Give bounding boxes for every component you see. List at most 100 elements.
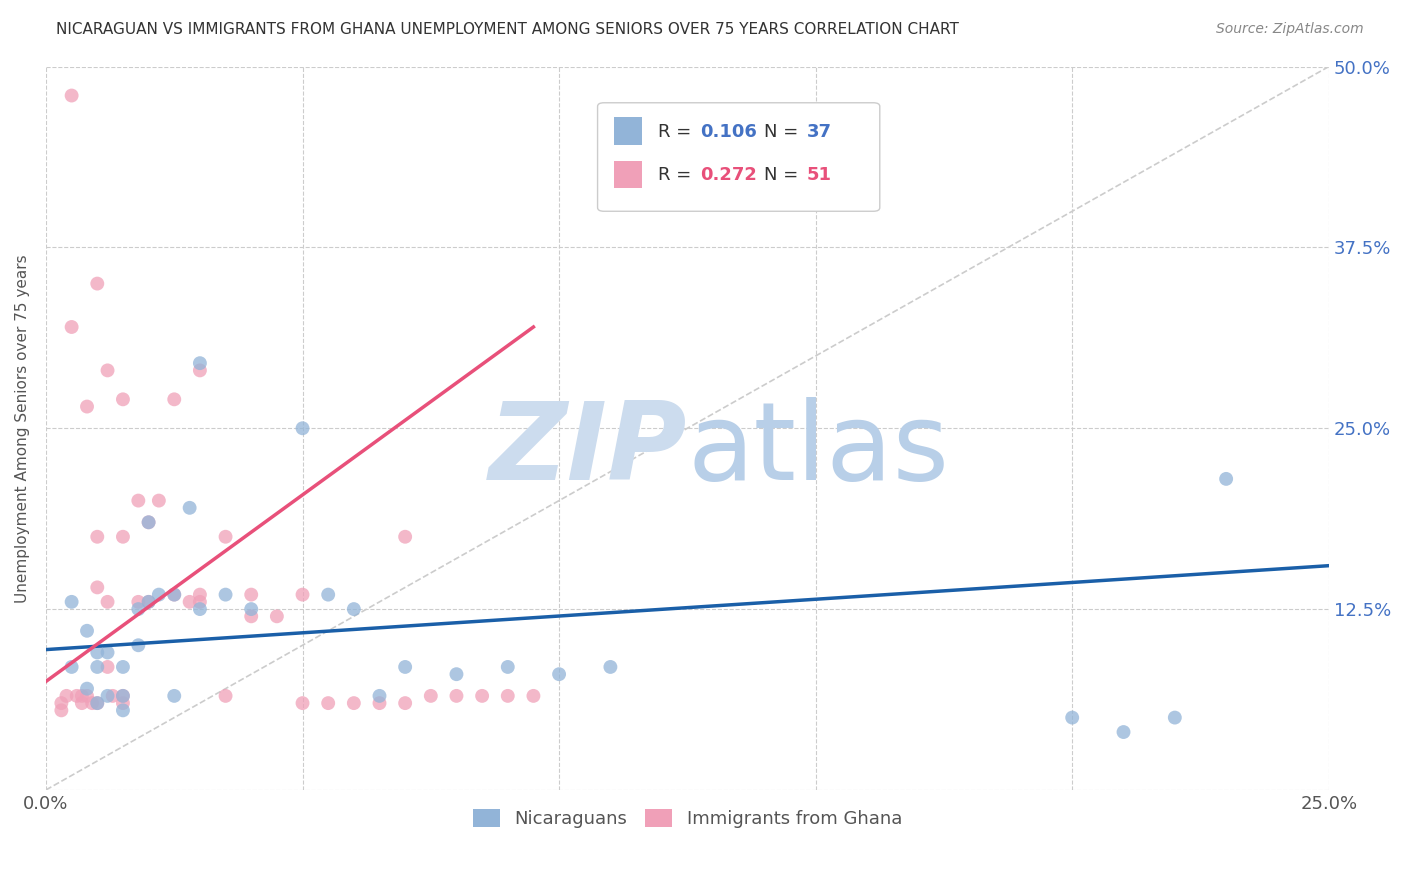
- Point: [138, 516, 160, 530]
- Point: [70, 689, 93, 703]
- Point: [96, 595, 118, 609]
- Point: [599, 660, 621, 674]
- Text: 37: 37: [807, 123, 832, 141]
- Point: [446, 667, 468, 681]
- Point: [163, 588, 186, 602]
- Text: 0.106: 0.106: [700, 123, 756, 141]
- Text: 0.272: 0.272: [700, 166, 756, 184]
- Point: [76, 400, 98, 414]
- Point: [138, 516, 160, 530]
- Point: [188, 595, 211, 609]
- Point: [179, 500, 201, 515]
- Point: [188, 356, 211, 370]
- Text: R =: R =: [658, 166, 697, 184]
- Point: [522, 689, 544, 703]
- Point: [111, 696, 134, 710]
- Point: [291, 421, 314, 435]
- Point: [179, 595, 201, 609]
- Point: [214, 689, 236, 703]
- FancyBboxPatch shape: [598, 103, 880, 211]
- Text: Source: ZipAtlas.com: Source: ZipAtlas.com: [1216, 22, 1364, 37]
- Point: [111, 392, 134, 407]
- Text: ZIP: ZIP: [489, 397, 688, 503]
- Point: [368, 696, 391, 710]
- Text: NICARAGUAN VS IMMIGRANTS FROM GHANA UNEMPLOYMENT AMONG SENIORS OVER 75 YEARS COR: NICARAGUAN VS IMMIGRANTS FROM GHANA UNEM…: [56, 22, 959, 37]
- Point: [163, 392, 186, 407]
- Point: [76, 689, 98, 703]
- Point: [86, 660, 108, 674]
- Point: [76, 624, 98, 638]
- Point: [86, 696, 108, 710]
- Point: [214, 588, 236, 602]
- Point: [1112, 725, 1135, 739]
- Legend: Nicaraguans, Immigrants from Ghana: Nicaraguans, Immigrants from Ghana: [465, 801, 910, 835]
- Point: [1062, 710, 1084, 724]
- Point: [127, 638, 149, 652]
- Point: [471, 689, 494, 703]
- Point: [188, 588, 211, 602]
- Point: [148, 588, 170, 602]
- Point: [188, 363, 211, 377]
- Point: [86, 530, 108, 544]
- Point: [496, 660, 519, 674]
- Point: [446, 689, 468, 703]
- Point: [86, 277, 108, 291]
- Point: [163, 588, 186, 602]
- Point: [127, 595, 149, 609]
- Point: [82, 696, 104, 710]
- Point: [60, 595, 83, 609]
- FancyBboxPatch shape: [614, 117, 643, 145]
- Point: [111, 703, 134, 717]
- Point: [291, 588, 314, 602]
- Point: [188, 602, 211, 616]
- Point: [419, 689, 441, 703]
- Point: [1215, 472, 1237, 486]
- Text: atlas: atlas: [688, 397, 949, 503]
- Point: [51, 696, 73, 710]
- Point: [66, 689, 89, 703]
- Point: [148, 493, 170, 508]
- Point: [138, 595, 160, 609]
- Point: [214, 530, 236, 544]
- Point: [111, 660, 134, 674]
- Point: [111, 530, 134, 544]
- Point: [266, 609, 288, 624]
- Point: [240, 602, 263, 616]
- Point: [127, 493, 149, 508]
- Point: [55, 689, 77, 703]
- Point: [127, 602, 149, 616]
- Point: [316, 588, 339, 602]
- Point: [76, 681, 98, 696]
- Point: [394, 660, 416, 674]
- Point: [111, 689, 134, 703]
- Point: [86, 645, 108, 659]
- Point: [368, 689, 391, 703]
- Text: N =: N =: [765, 166, 804, 184]
- Text: R =: R =: [658, 123, 697, 141]
- Y-axis label: Unemployment Among Seniors over 75 years: Unemployment Among Seniors over 75 years: [15, 254, 30, 603]
- Point: [96, 660, 118, 674]
- Point: [394, 530, 416, 544]
- Point: [96, 689, 118, 703]
- Point: [496, 689, 519, 703]
- Point: [163, 689, 186, 703]
- Point: [240, 609, 263, 624]
- Point: [394, 696, 416, 710]
- Point: [343, 696, 366, 710]
- Point: [138, 595, 160, 609]
- Point: [343, 602, 366, 616]
- Point: [101, 689, 124, 703]
- Point: [86, 581, 108, 595]
- Point: [60, 320, 83, 334]
- Point: [60, 88, 83, 103]
- Point: [86, 696, 108, 710]
- Point: [316, 696, 339, 710]
- Point: [96, 645, 118, 659]
- Point: [60, 660, 83, 674]
- Point: [70, 696, 93, 710]
- Text: 51: 51: [807, 166, 832, 184]
- Point: [51, 703, 73, 717]
- Point: [291, 696, 314, 710]
- Point: [240, 588, 263, 602]
- Point: [111, 689, 134, 703]
